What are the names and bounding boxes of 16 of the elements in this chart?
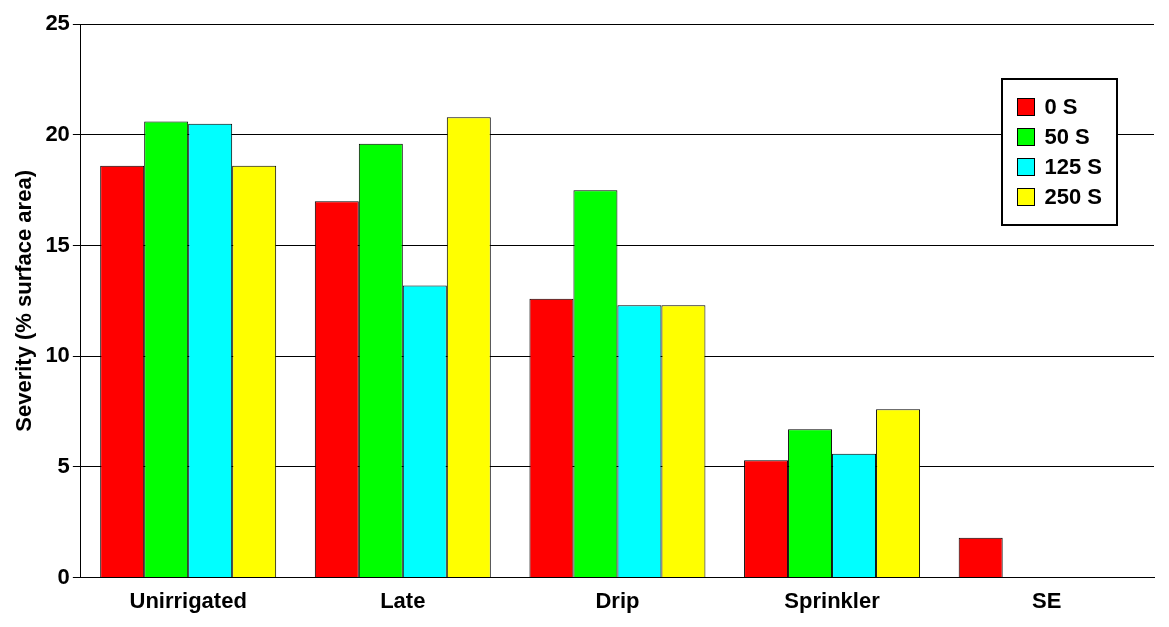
legend-label: 50 S <box>1044 124 1090 150</box>
y-tick-label: 5 <box>57 452 70 478</box>
x-tick-label: Unirrigated <box>129 587 247 613</box>
x-tick-label: Drip <box>595 587 640 613</box>
y-tick-label: 20 <box>45 120 70 146</box>
y-tick-label: 10 <box>45 342 70 368</box>
legend-label: 125 S <box>1044 154 1102 180</box>
y-tick-label: 0 <box>57 563 70 589</box>
y-tick-label: 25 <box>45 10 70 36</box>
x-tick-label: Late <box>380 587 426 613</box>
legend-label: 250 S <box>1044 184 1102 210</box>
y-tick-label: 15 <box>45 231 70 257</box>
x-tick-label: SE <box>1032 587 1062 613</box>
legend-label: 0 S <box>1044 94 1078 120</box>
y-axis-title: Severity (% surface area) <box>11 170 37 432</box>
x-tick-label: Sprinkler <box>784 587 881 613</box>
